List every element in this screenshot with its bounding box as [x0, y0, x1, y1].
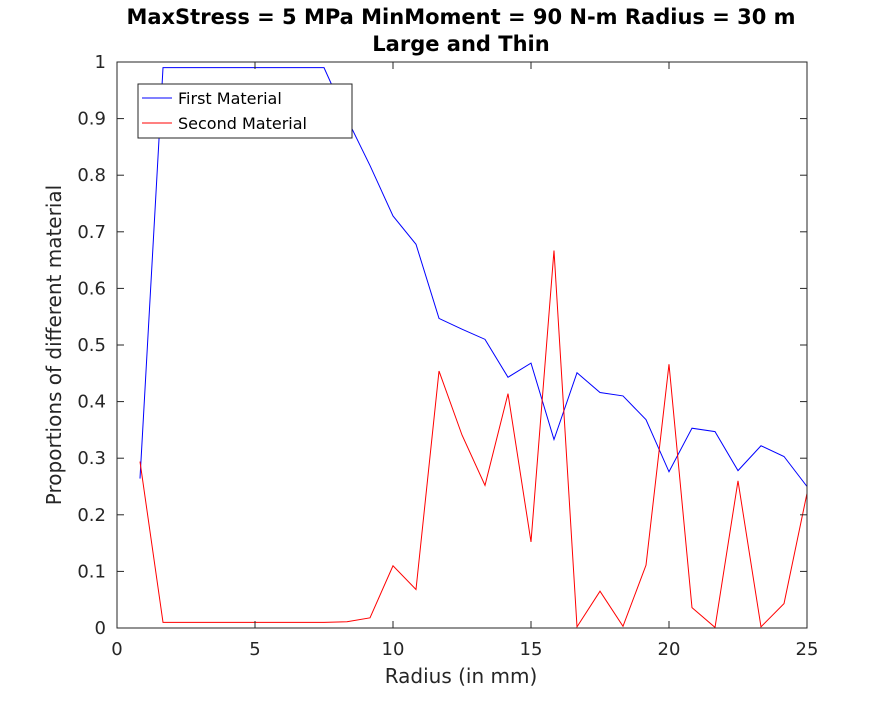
y-tick-label: 0.6	[77, 278, 106, 299]
plot-area	[117, 62, 807, 628]
legend-label-second-material: Second Material	[178, 114, 307, 133]
y-tick-label: 0.9	[77, 109, 106, 130]
tick-layer: 0 5 10 15 20 25 0 0.1 0.2 0.3 0.4 0.5 0.6 0.7 0.8 0.9 1	[77, 52, 818, 660]
legend-label-first-material: First Material	[178, 89, 282, 108]
chart-title: MaxStress = 5 MPa MinMoment = 90 N-m Rad…	[126, 5, 795, 29]
y-tick-label: 0.2	[77, 505, 106, 526]
x-axis-label: Radius (in mm)	[385, 664, 538, 688]
series-layer	[139, 67, 808, 629]
y-axis-label: Proportions of different material	[42, 185, 66, 505]
chart-subtitle: Large and Thin	[372, 32, 549, 56]
y-tick-label: 0.5	[77, 335, 106, 356]
y-tick-label: 0.3	[77, 448, 106, 469]
x-tick-label: 0	[111, 639, 122, 660]
x-tick-label: 20	[658, 639, 681, 660]
series-line-first-material	[139, 67, 808, 487]
series-line-second-material	[139, 250, 808, 629]
legend: First Material Second Material	[137, 83, 353, 139]
x-tick-label: 25	[796, 639, 819, 660]
y-tick-label: 0.4	[77, 392, 106, 413]
y-tick-label: 0.8	[77, 165, 106, 186]
y-tick-label: 0.7	[77, 222, 106, 243]
x-tick-label: 10	[382, 639, 405, 660]
legend-box	[137, 83, 353, 139]
x-tick-label: 5	[249, 639, 260, 660]
y-tick-label: 0.1	[77, 561, 106, 582]
y-tick-label: 0	[95, 618, 106, 639]
x-tick-label: 15	[520, 639, 543, 660]
y-tick-label: 1	[95, 52, 106, 73]
